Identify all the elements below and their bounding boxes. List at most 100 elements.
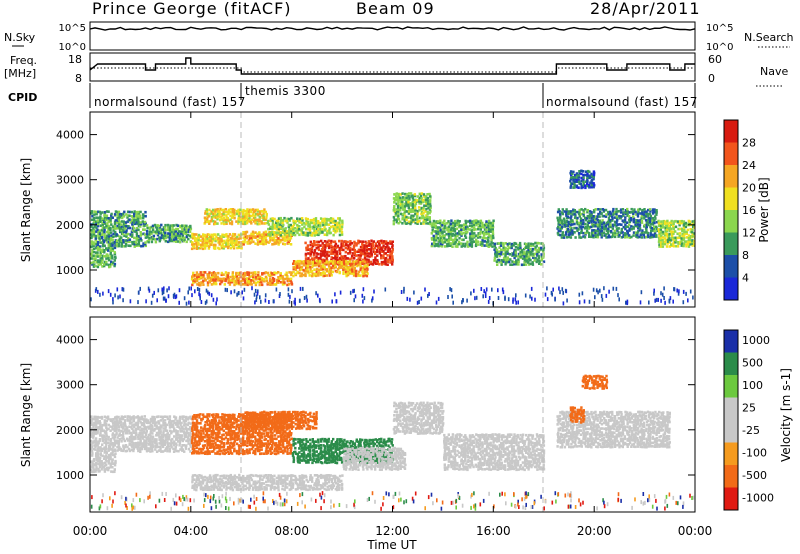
power-cell <box>298 233 301 237</box>
velocity-cell <box>203 435 206 439</box>
power-cell <box>560 219 563 222</box>
power-noise-cell <box>137 300 139 305</box>
velocity-cell <box>193 441 196 445</box>
power-cell <box>464 245 467 248</box>
power-cell <box>645 210 648 213</box>
power-cell <box>95 261 98 264</box>
power-cell <box>643 214 646 218</box>
power-cell <box>410 214 413 218</box>
power-cell <box>573 213 576 216</box>
power-cell <box>600 231 603 235</box>
power-cell <box>637 208 640 212</box>
power-cell <box>586 184 589 188</box>
power-cell <box>256 208 259 212</box>
power-cell <box>348 268 352 272</box>
power-cell <box>144 210 147 214</box>
power-cell <box>114 243 117 246</box>
power-cell <box>123 230 126 234</box>
velocity-cell <box>100 463 104 467</box>
power-noise-cell <box>254 288 257 293</box>
power-cell <box>643 210 646 214</box>
power-cell <box>173 236 176 239</box>
power-cell <box>250 232 253 236</box>
cpid-segment-3: normalsound (fast) 157 <box>546 95 698 109</box>
power-cell <box>664 224 667 228</box>
power-noise-cell <box>682 289 685 294</box>
velocity-cell <box>172 443 176 447</box>
power-cell <box>492 219 495 223</box>
power-cell <box>265 277 268 280</box>
power-cell <box>229 208 232 211</box>
power-cell <box>448 222 451 225</box>
power-cell <box>308 262 312 266</box>
power-cell <box>298 219 301 223</box>
power-cell <box>487 221 490 225</box>
velocity-cell <box>183 421 186 424</box>
power-cell <box>214 237 217 241</box>
velocity-cell <box>179 427 182 431</box>
power-cell <box>154 240 158 244</box>
power-cell <box>103 239 106 242</box>
power-cell <box>488 234 491 237</box>
power-cell <box>531 250 534 253</box>
power-cell <box>362 252 365 256</box>
power-cell <box>91 263 94 266</box>
velocity-cell <box>138 432 141 435</box>
power-cell <box>105 218 108 222</box>
power-cell <box>334 229 337 232</box>
power-cell <box>436 228 439 231</box>
power-cell <box>384 242 388 245</box>
power-cell <box>97 216 100 220</box>
velocity-cell <box>195 419 199 422</box>
power-cell <box>387 246 390 249</box>
power-cell <box>401 192 404 195</box>
power-cell <box>431 228 434 232</box>
power-cell <box>451 221 455 225</box>
velocity-cell <box>157 420 160 423</box>
power-cell <box>178 236 182 239</box>
power-cell <box>687 245 691 248</box>
power-noise-cell <box>122 298 124 303</box>
velocity-cell <box>184 435 188 438</box>
velocity-cell <box>112 418 115 421</box>
power-cell <box>101 217 104 220</box>
power-cell <box>346 272 350 275</box>
power-cell <box>109 265 112 268</box>
power-cell <box>300 268 303 271</box>
nave-trace <box>90 67 695 73</box>
power-cell <box>103 244 106 248</box>
power-cell <box>296 227 299 231</box>
power-cell <box>630 207 633 211</box>
power-cell <box>223 218 226 222</box>
velocity-cell <box>186 418 190 421</box>
power-cell <box>495 251 499 254</box>
power-cell <box>116 212 120 215</box>
power-cell <box>215 235 218 239</box>
power-noise-cell <box>175 294 178 299</box>
power-cell <box>267 233 270 236</box>
power-cell <box>314 219 318 223</box>
power-cell <box>352 272 356 276</box>
velocity-cell <box>200 418 203 421</box>
power-cell <box>183 236 186 240</box>
power-cell <box>113 213 117 216</box>
velocity-cell <box>122 415 125 419</box>
power-cell <box>112 232 115 236</box>
power-cell <box>513 251 516 254</box>
power-cell <box>470 235 473 238</box>
power-cell <box>540 257 544 260</box>
power-cell <box>472 223 475 227</box>
power-cell <box>339 256 342 260</box>
power-noise-cell <box>241 290 243 295</box>
power-cell <box>338 246 342 250</box>
power-cell <box>281 231 284 235</box>
power-cell <box>439 244 442 248</box>
power-cell <box>275 271 278 275</box>
power-cell <box>416 220 419 224</box>
power-cell <box>421 210 424 214</box>
power-cell <box>502 242 505 245</box>
power-cell <box>164 223 167 227</box>
power-cell <box>247 273 251 276</box>
velocity-cell <box>120 440 123 443</box>
power-noise-cell <box>485 287 488 292</box>
